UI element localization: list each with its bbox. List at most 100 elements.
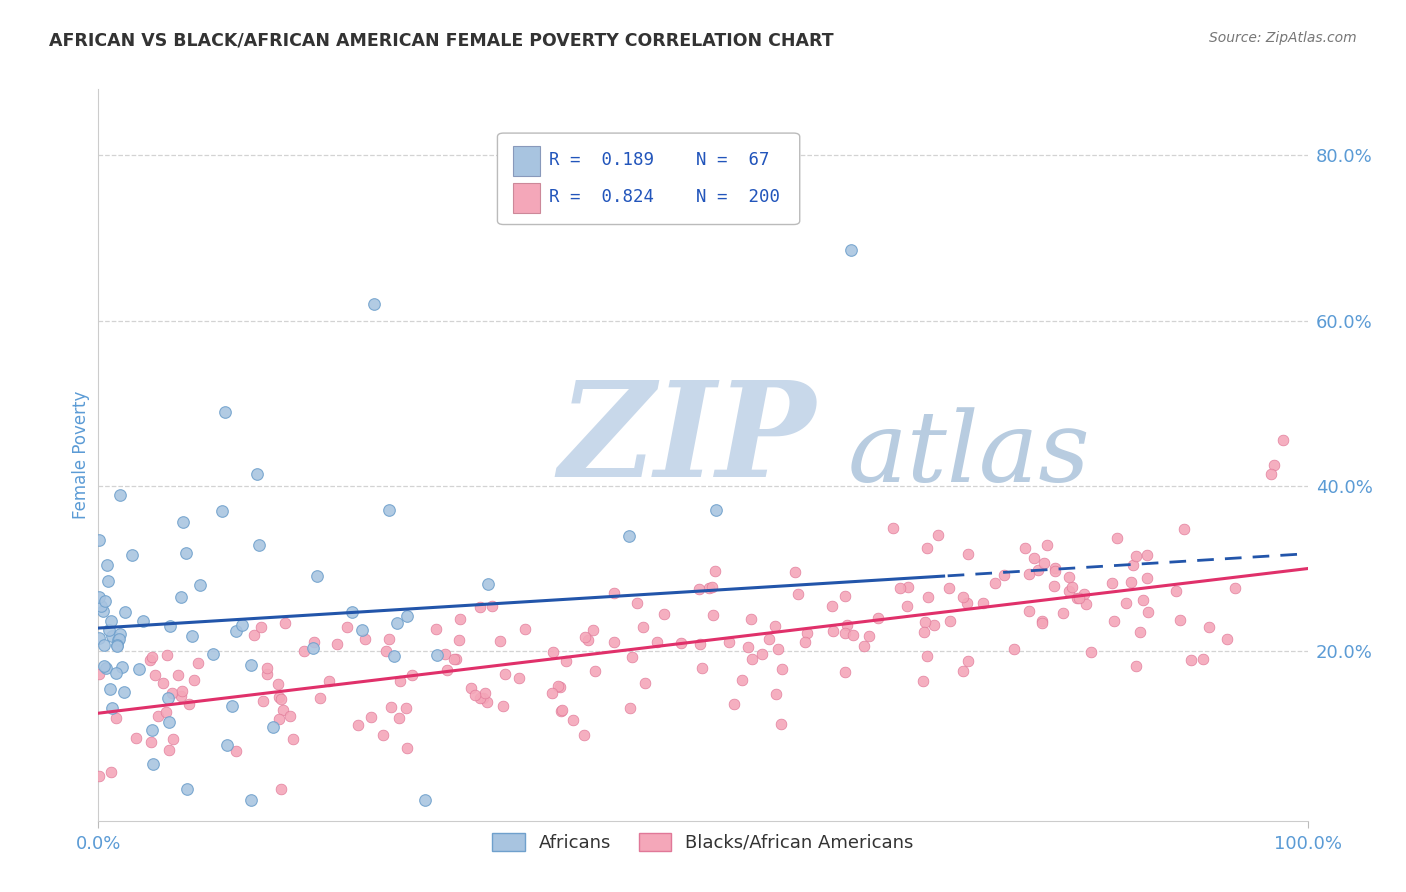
Point — [157, 743, 180, 757]
Point — [669, 636, 692, 650]
Point — [302, 635, 325, 649]
Point — [1168, 614, 1191, 628]
Point — [326, 637, 349, 651]
Point — [278, 709, 301, 723]
Point — [107, 632, 129, 647]
Point — [1018, 604, 1040, 618]
Point — [1002, 642, 1025, 657]
Point — [548, 680, 571, 694]
Point — [121, 548, 143, 562]
Point — [374, 644, 396, 658]
Point — [266, 677, 288, 691]
Point — [1122, 558, 1144, 572]
Point — [603, 635, 626, 649]
Point — [111, 660, 134, 674]
Point — [267, 690, 290, 704]
Point — [508, 671, 530, 685]
Point — [868, 610, 890, 624]
Point — [741, 652, 763, 666]
Point — [1057, 570, 1080, 584]
Point — [132, 614, 155, 628]
Point — [309, 690, 332, 705]
Point — [842, 628, 865, 642]
Point — [1043, 564, 1066, 578]
Point — [561, 713, 583, 727]
Point — [302, 640, 325, 655]
Point — [172, 684, 194, 698]
Point — [551, 703, 574, 717]
Point — [1073, 587, 1095, 601]
Point — [783, 565, 806, 579]
Point — [770, 662, 793, 676]
Point — [1031, 616, 1053, 631]
Point — [256, 667, 278, 681]
Point — [703, 565, 725, 579]
Point — [1215, 632, 1237, 647]
Point — [378, 632, 401, 647]
Point — [239, 793, 262, 807]
Point — [138, 653, 160, 667]
Point — [956, 654, 979, 668]
Point — [385, 615, 408, 630]
Point — [1136, 571, 1159, 585]
Point — [256, 661, 278, 675]
Point — [87, 590, 110, 604]
Point — [371, 729, 394, 743]
Point — [1032, 557, 1054, 571]
Point — [380, 699, 402, 714]
Point — [243, 627, 266, 641]
Point — [159, 619, 181, 633]
Point — [619, 700, 641, 714]
Point — [87, 769, 110, 783]
Point — [917, 590, 939, 604]
Point — [927, 528, 949, 542]
Point — [582, 623, 605, 637]
Point — [769, 716, 792, 731]
Point — [617, 529, 640, 543]
Point — [633, 620, 655, 634]
Point — [128, 662, 150, 676]
Point — [758, 632, 780, 646]
Point — [148, 708, 170, 723]
Point — [143, 668, 166, 682]
Text: atlas: atlas — [848, 408, 1091, 502]
Point — [281, 731, 304, 746]
Point — [110, 627, 132, 641]
Point — [494, 667, 516, 681]
Point — [460, 681, 482, 695]
Point — [347, 718, 370, 732]
Point — [436, 663, 458, 677]
Point — [1026, 564, 1049, 578]
Point — [751, 647, 773, 661]
Point — [1107, 532, 1129, 546]
Point — [388, 711, 411, 725]
Point — [993, 567, 1015, 582]
Point — [1102, 614, 1125, 628]
Point — [896, 599, 918, 614]
Point — [1115, 596, 1137, 610]
Point — [274, 616, 297, 631]
Point — [1031, 614, 1053, 628]
Point — [107, 633, 129, 648]
Y-axis label: Female Poverty: Female Poverty — [72, 391, 90, 519]
Point — [170, 590, 193, 604]
Point — [620, 649, 643, 664]
Point — [1125, 549, 1147, 563]
Point — [492, 698, 515, 713]
Point — [433, 647, 456, 661]
Point — [547, 679, 569, 693]
Point — [914, 615, 936, 629]
Point — [155, 705, 177, 719]
Point — [737, 640, 759, 654]
Point — [389, 673, 412, 688]
Point — [889, 581, 911, 595]
Point — [952, 590, 974, 604]
Point — [96, 661, 118, 675]
Point — [250, 620, 273, 634]
Point — [449, 633, 471, 648]
Point — [763, 619, 786, 633]
Point — [938, 582, 960, 596]
Point — [100, 629, 122, 643]
Point — [702, 608, 724, 623]
Point — [100, 764, 122, 779]
